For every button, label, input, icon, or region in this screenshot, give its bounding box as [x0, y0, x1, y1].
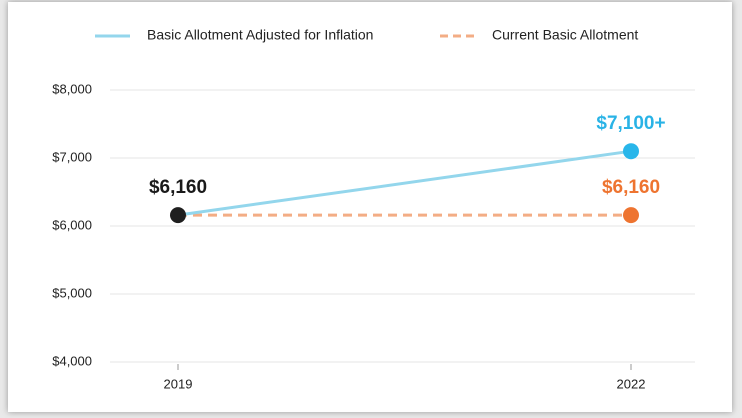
y-tick-label: $6,000 [52, 217, 92, 232]
value-label: $6,160 [602, 177, 660, 198]
y-tick-label: $5,000 [52, 285, 92, 300]
data-point [623, 207, 639, 224]
chart-panel [8, 2, 732, 412]
series-line [177, 149, 632, 217]
x-tick-label: 2019 [164, 376, 193, 391]
legend-label: Current Basic Allotment [492, 27, 638, 43]
value-label: $6,160 [149, 177, 207, 198]
data-point [623, 143, 639, 160]
y-tick-label: $8,000 [52, 81, 92, 96]
value-label: $7,100+ [596, 113, 665, 134]
x-tick-label: 2022 [617, 376, 646, 391]
data-point [170, 207, 186, 224]
legend-label: Basic Allotment Adjusted for Inflation [147, 27, 373, 43]
y-tick-label: $7,000 [52, 149, 92, 164]
y-tick-label: $4,000 [52, 353, 92, 368]
